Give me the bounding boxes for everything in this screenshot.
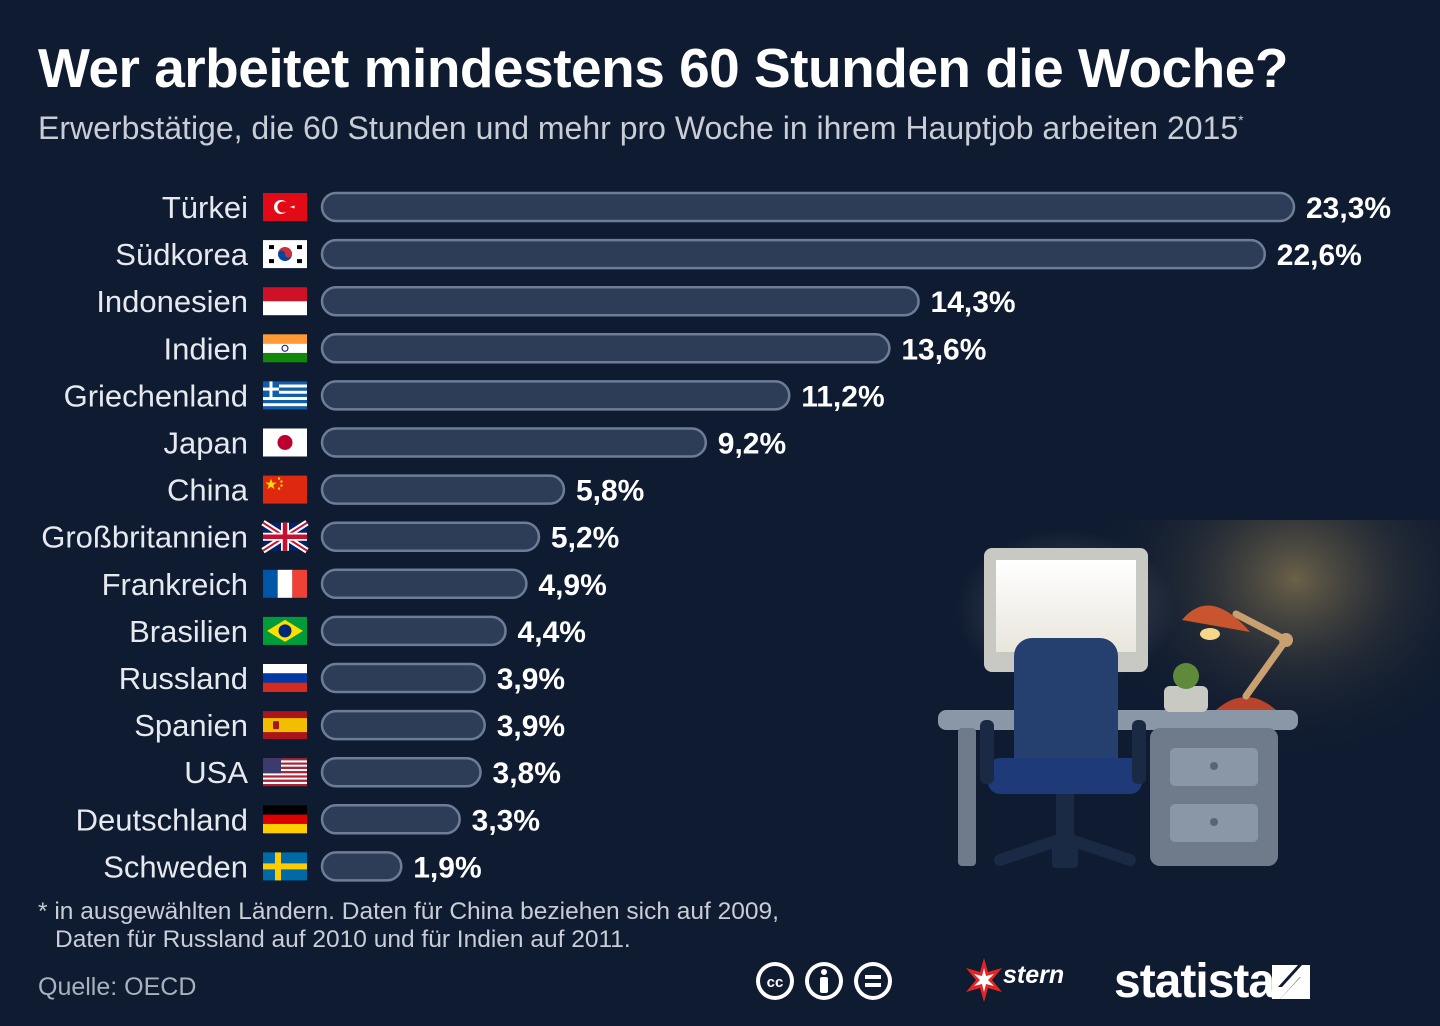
plant-pot [1164,686,1208,712]
chair-seat [988,758,1142,794]
source-label: Quelle: OECD [38,973,197,1001]
svg-text:cc: cc [767,974,784,991]
bar-value-label: 3,8% [493,757,561,790]
chart-subtitle: Erwerbstätige, die 60 Stunden und mehr p… [38,110,1244,147]
bar [320,615,507,647]
bar [320,427,708,458]
bar-chart: Türkei 23,3% Südkorea 22,6% Indonesien 14,3% I… [41,190,1391,884]
no-derivatives-icon [854,962,892,1000]
bar-category-label: Griechenland [64,378,248,413]
bar [320,662,486,694]
spain-flag-icon [263,711,307,740]
footnote-line-2: Daten für Russland auf 2010 und für Indi… [55,926,631,953]
bar [320,285,920,317]
bar [320,474,566,505]
brazil-flag-icon [263,616,307,645]
bar-category-label: Großbritannien [41,520,248,555]
stern-logo-icon [966,958,1002,1002]
bar [320,851,403,882]
turkey-flag-icon [263,193,307,221]
bar-category-label: Japan [164,426,248,461]
footnote: * in ausgewählten Ländern. Daten für Chi… [38,898,779,954]
footnote-line-1: * in ausgewählten Ländern. Daten für Chi… [38,898,779,925]
bar [320,238,1267,270]
bar [320,804,461,835]
bar [320,756,482,788]
bar-category-label: Spanien [134,708,248,743]
bar-category-label: China [167,473,249,508]
indonesia-flag-icon [263,287,307,316]
chair-column [1056,794,1074,838]
south-korea-flag-icon [263,240,307,269]
bar-value-label: 9,2% [718,428,786,461]
russia-flag-icon [263,664,307,692]
bar [320,521,541,552]
bar-value-label: 1,9% [413,851,481,884]
chair-base-center [1052,838,1078,868]
bar-category-label: Deutschland [76,802,248,837]
bar-category-label: USA [184,755,248,790]
plant-cactus [1173,663,1199,689]
desk-leg [958,728,976,866]
bar-value-label: 5,2% [551,522,619,555]
bar-category-label: Südkorea [115,237,248,272]
statista-logo-icon [1272,965,1310,999]
statista-logo-text: statista [1114,955,1275,1008]
lamp-bulb [1200,628,1220,640]
bar-value-label: 4,9% [538,569,606,602]
bar-value-label: 22,6% [1277,239,1362,272]
bar-value-label: 23,3% [1306,192,1391,225]
bar [320,380,791,411]
lamp-joint [1279,633,1293,647]
bar [320,568,528,600]
subtitle-footnote-mark: * [1238,112,1244,128]
sweden-flag-icon [263,852,307,881]
germany-flag-icon [263,805,307,834]
cc-icon: cc [756,962,794,1000]
usa-flag-icon [263,758,307,787]
bar-value-label: 5,8% [576,475,644,508]
bar-value-label: 3,9% [497,663,565,696]
bar-value-label: 14,3% [931,286,1016,319]
lamp-shade [1182,605,1250,632]
bar [320,333,891,364]
drawer-knob-1 [1210,762,1218,770]
greece-flag-icon [263,381,307,410]
bar-category-label: Frankreich [102,567,248,602]
bar [320,709,486,741]
bar-value-label: 4,4% [518,616,586,649]
france-flag-icon [263,569,307,598]
chair-arm-right [1132,720,1146,784]
stern-logo-text: stern [1003,961,1065,989]
attribution-icon [805,962,843,1000]
creative-commons-icons: cc [756,962,892,1000]
subtitle-text: Erwerbstätige, die 60 Stunden und mehr p… [38,110,1239,146]
bar-value-label: 13,6% [901,333,986,366]
uk-flag-icon [261,520,309,554]
lamp-base [1216,697,1276,710]
bar-category-label: Brasilien [129,614,248,649]
bar [320,191,1296,223]
chair-back [1014,638,1118,782]
bar-value-label: 3,9% [497,710,565,743]
bar-category-label: Indien [164,331,248,366]
bar-value-label: 11,2% [801,380,884,413]
india-flag-icon [263,334,307,363]
japan-flag-icon [263,428,307,457]
monitor-screen [996,560,1136,652]
bar-value-label: 3,3% [472,804,540,837]
desk-illustration [938,520,1440,868]
china-flag-icon [263,475,307,504]
bar-category-label: Türkei [162,190,248,225]
bar-category-label: Russland [119,661,248,696]
chair-arm-left [980,720,994,784]
drawer-knob-2 [1210,818,1218,826]
bar-category-label: Indonesien [96,284,248,319]
chart-title: Wer arbeitet mindestens 60 Stunden die W… [38,37,1288,99]
bar-category-label: Schweden [103,849,248,884]
